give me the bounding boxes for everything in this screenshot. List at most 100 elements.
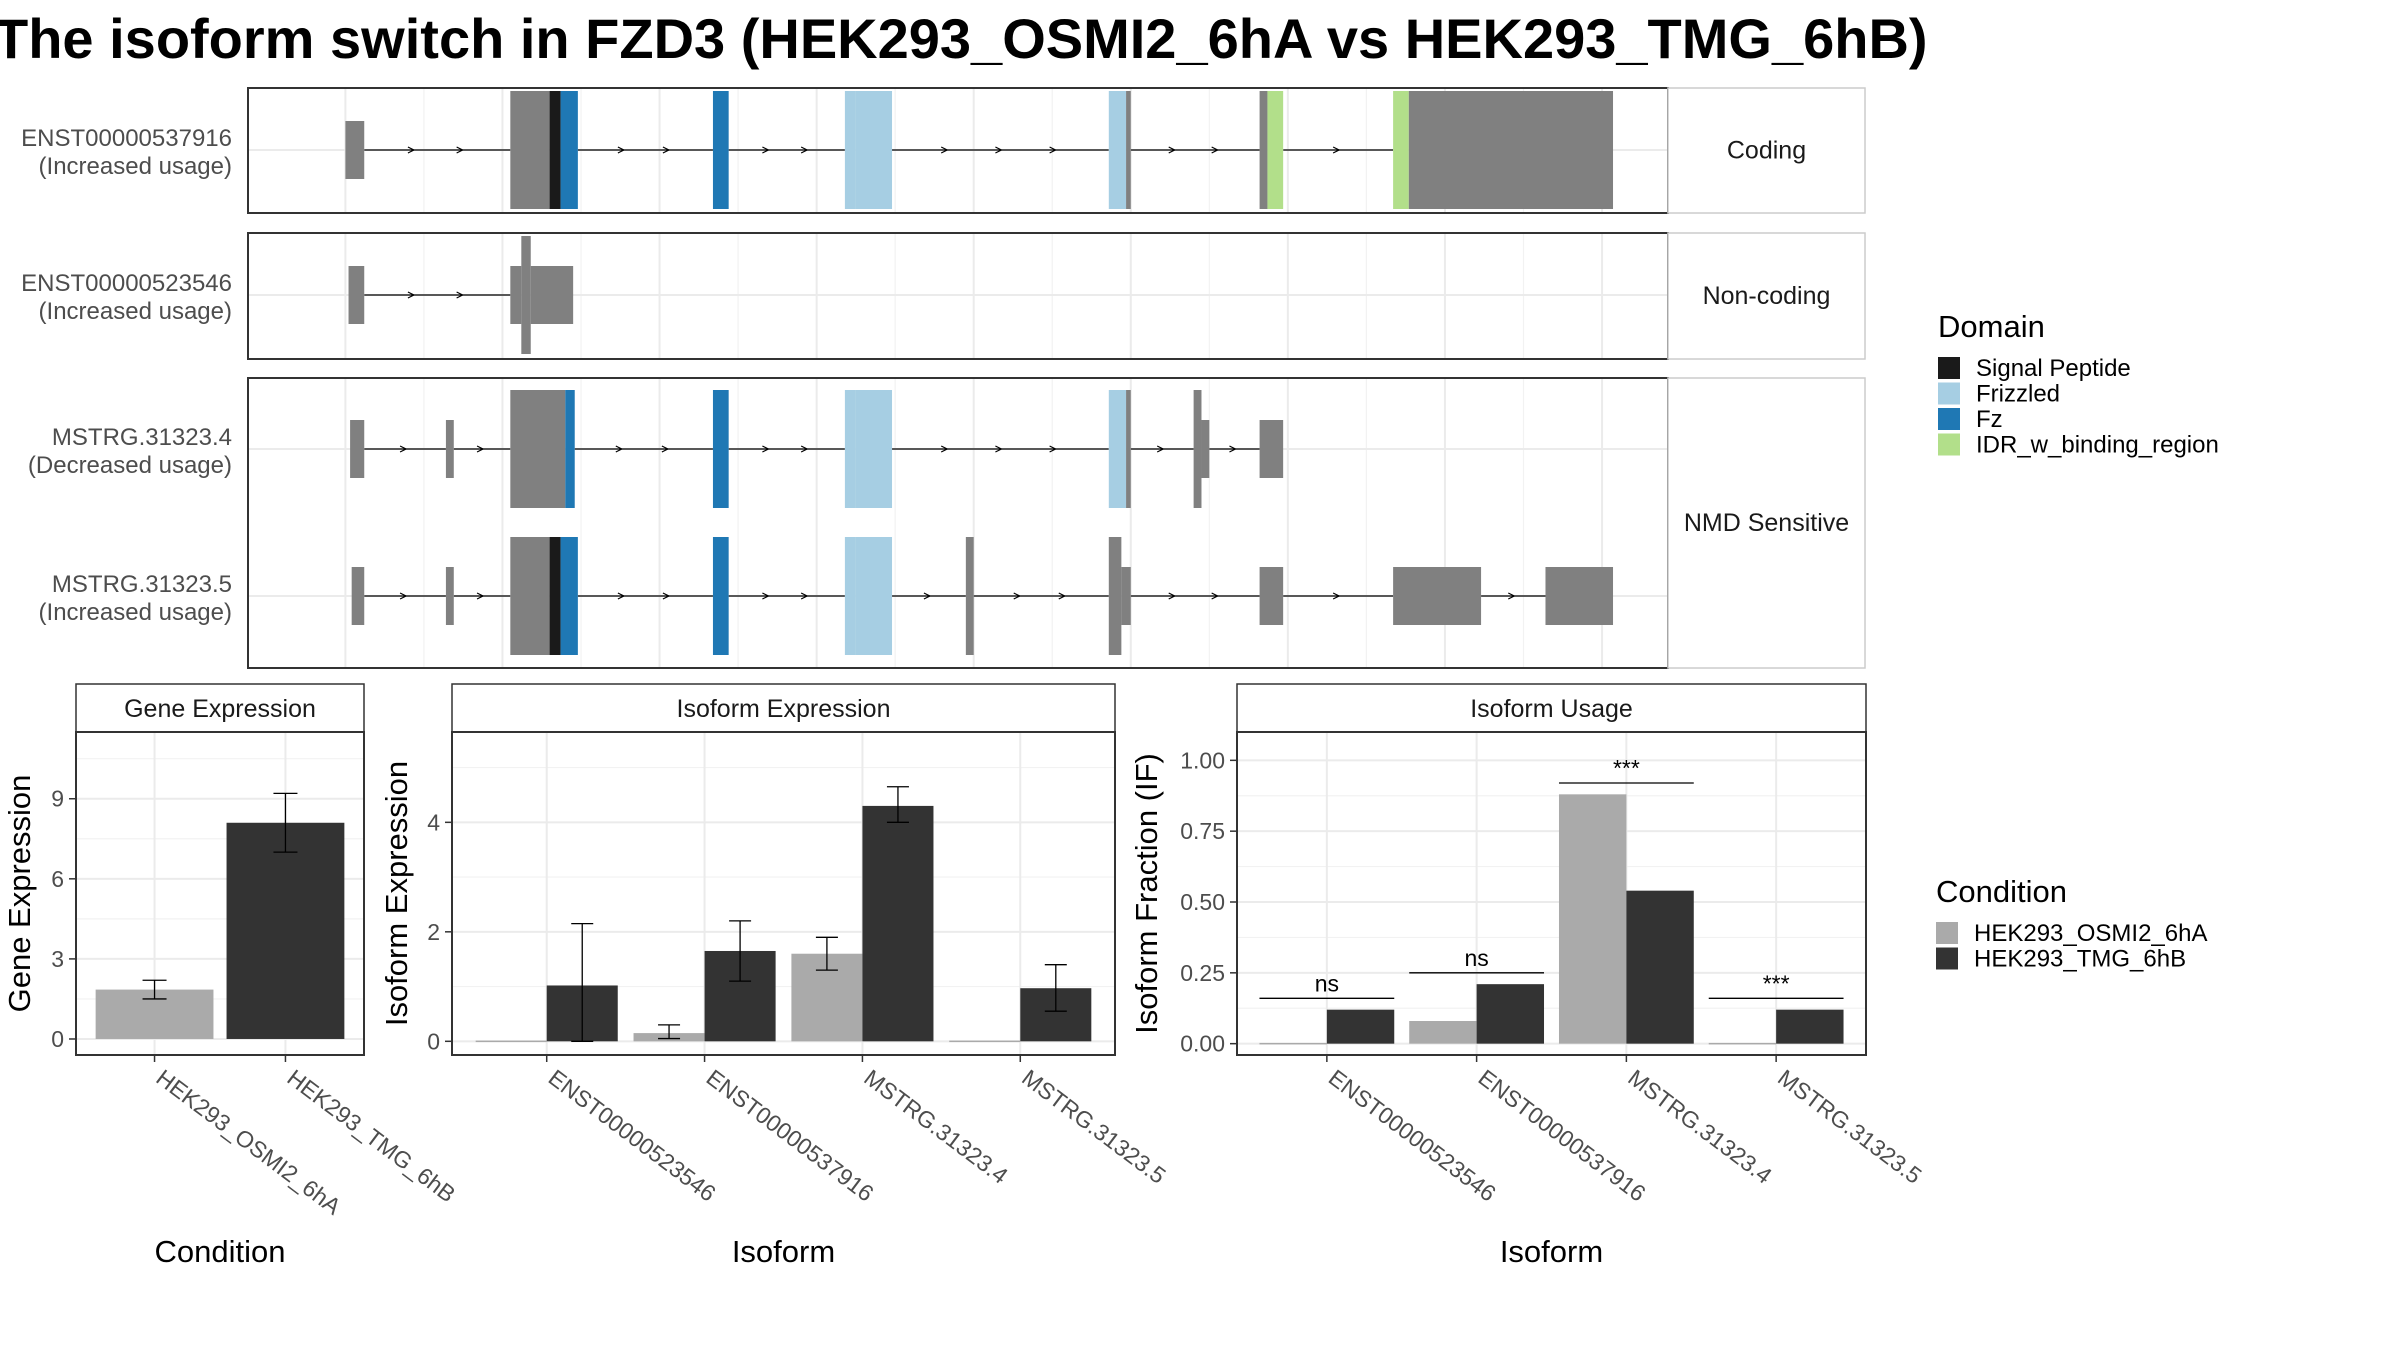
- exon-block: [345, 121, 365, 179]
- y-tick-label: 3: [51, 946, 64, 972]
- y-axis-label: Isoform Expression: [379, 761, 414, 1026]
- intron-arrow: [456, 291, 464, 299]
- plot-border: [75, 731, 365, 1056]
- exon-block: [1193, 390, 1202, 508]
- bar-hek293-tmg-6hb-mstrg-31323-4: [862, 805, 934, 1042]
- domain-block-frizzled: [855, 91, 893, 209]
- intron-arrow: [1049, 146, 1057, 154]
- x-tick-label: MSTRG.31323.4: [1623, 1064, 1777, 1189]
- legend-label-hek293-tmg-6hb: HEK293_TMG_6hB: [1974, 946, 2186, 973]
- intron-arrow: [1013, 592, 1022, 600]
- plot-border: [451, 731, 1116, 1056]
- facet-strip: [1667, 377, 1866, 669]
- intron-arrow: [456, 146, 464, 154]
- bar-hek293-osmi2-6ha-mstrg-31323-5: [949, 1040, 1021, 1043]
- significance-label: ***: [1763, 970, 1790, 996]
- domain-block-signal-peptide: [549, 91, 561, 209]
- intron-arrow: [407, 146, 416, 154]
- bar-hek293-tmg-6hb-mstrg-31323-4: [1626, 890, 1694, 1044]
- domain-block-fz: [712, 537, 729, 655]
- intron-arrow: [617, 146, 626, 154]
- exon-block: [351, 567, 365, 625]
- domain-block-frizzled: [844, 91, 856, 209]
- panel-title: Gene Expression: [124, 695, 316, 723]
- intron-arrow: [1332, 146, 1341, 154]
- domain-block-signal-peptide: [549, 537, 561, 655]
- intron-arrow: [662, 146, 671, 154]
- exon-block: [1126, 390, 1131, 508]
- legend-label-hek293-osmi2-6ha: HEK293_OSMI2_6hA: [1974, 920, 2207, 947]
- domain-block-frizzled: [844, 537, 856, 655]
- exon-block: [1545, 567, 1614, 625]
- intron-arrow: [1332, 592, 1341, 600]
- bar-hek293-tmg-6hb: [226, 822, 345, 1039]
- domain-legend-title: Domain: [1938, 309, 2045, 344]
- intron-arrow: [399, 592, 408, 600]
- intron-arrow: [800, 146, 809, 154]
- intron-arrow: [762, 592, 770, 600]
- bar-hek293-tmg-6hb-enst00000523546: [1326, 1009, 1395, 1044]
- x-tick-label: MSTRG.31323.4: [859, 1064, 1013, 1189]
- exon-block: [521, 236, 531, 354]
- y-tick-label: 0.00: [1180, 1031, 1225, 1057]
- y-axis-label: Gene Expression: [2, 775, 37, 1013]
- intron-arrow: [1168, 146, 1177, 154]
- bar-hek293-osmi2-6ha-enst00000523546: [1259, 1042, 1327, 1045]
- domain-block-idr-w-binding-region: [1393, 91, 1409, 209]
- legend-label-signal-peptide: Signal Peptide: [1976, 355, 2131, 382]
- bar-hek293-tmg-6hb-enst00000537916: [1476, 984, 1545, 1044]
- x-axis-label: Condition: [155, 1234, 286, 1269]
- exon-block: [350, 420, 365, 478]
- panel-title: Isoform Usage: [1470, 695, 1633, 723]
- intron-arrow: [407, 291, 416, 299]
- bar-hek293-tmg-6hb-mstrg-31323-5: [1776, 1009, 1844, 1044]
- facet-strip: [1667, 232, 1866, 360]
- x-tick-label: MSTRG.31323.5: [1773, 1064, 1926, 1189]
- intron-arrow: [995, 445, 1003, 453]
- intron-arrow: [800, 445, 809, 453]
- exon-block: [1408, 91, 1614, 209]
- panel-title: Isoform Expression: [677, 695, 891, 723]
- domain-block-frizzled: [844, 390, 856, 508]
- intron-arrow: [940, 445, 949, 453]
- exon-block: [445, 567, 454, 625]
- plot-border: [1236, 731, 1867, 1056]
- intron-arrow: [1049, 445, 1057, 453]
- exon-block: [1259, 567, 1284, 625]
- y-tick-label: 9: [51, 786, 64, 812]
- intron-arrow: [661, 445, 670, 453]
- y-tick-label: 0.50: [1180, 889, 1225, 915]
- significance-label: ***: [1613, 755, 1640, 781]
- facet-strip-label: Coding: [1727, 137, 1806, 165]
- intron-arrow: [1211, 146, 1220, 154]
- y-axis-label: Isoform Fraction (IF): [1129, 753, 1164, 1034]
- exon-block: [510, 266, 522, 324]
- x-tick-label: ENST00000523546: [1324, 1064, 1501, 1206]
- x-axis-label: Isoform: [1500, 1234, 1603, 1269]
- domain-block-idr-w-binding-region: [1267, 91, 1284, 209]
- legend-key-idr-w-binding-region: [1938, 433, 1960, 456]
- exon-block: [1201, 420, 1210, 478]
- exon-block: [1108, 537, 1122, 655]
- exon-block: [348, 266, 365, 324]
- y-tick-label: 0: [427, 1028, 440, 1054]
- exon-block: [1393, 567, 1482, 625]
- isoform-usage-chart: Isoform Usage 0.00 0.25 0.50 0.75 1.00 ns ns ***…: [1129, 683, 1927, 1269]
- y-tick-label: 1.00: [1180, 747, 1225, 773]
- exon-block: [965, 537, 974, 655]
- intron-arrow: [617, 592, 626, 600]
- significance-label: ns: [1464, 945, 1488, 971]
- bar-hek293-osmi2-6ha-mstrg-31323-5: [1708, 1042, 1777, 1045]
- intron-arrow: [1211, 592, 1220, 600]
- exon-block: [530, 266, 574, 324]
- intron-arrow: [476, 592, 485, 600]
- x-axis-label: Isoform: [732, 1234, 835, 1269]
- legend-key-frizzled: [1938, 382, 1960, 405]
- domain-block-frizzled: [855, 390, 893, 508]
- panel-strip: [1236, 683, 1867, 733]
- y-tick-label: 6: [51, 866, 64, 892]
- intron-arrow: [1156, 445, 1165, 453]
- exon-block: [445, 420, 454, 478]
